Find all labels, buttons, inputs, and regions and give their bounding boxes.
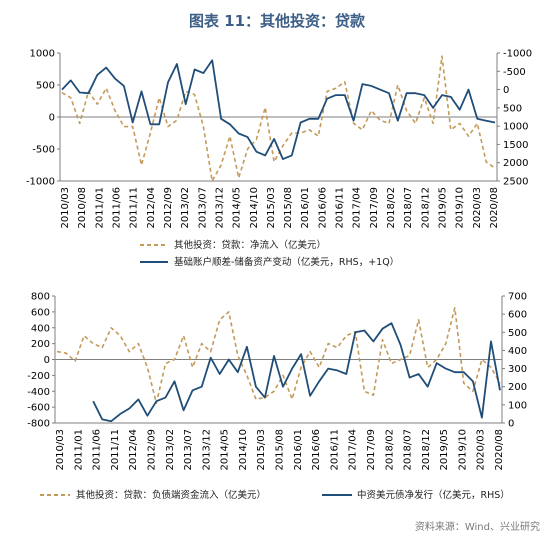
y-left-tick-label: -600 bbox=[27, 403, 50, 414]
y-right-tick-label: 500 bbox=[503, 103, 522, 114]
x-tick-label: 2015/08 bbox=[283, 187, 294, 229]
y-right-tick-label: 600 bbox=[508, 310, 527, 321]
figure-title: 图表 11：其他投资：贷款 bbox=[188, 12, 366, 30]
y-right-tick-label: 100 bbox=[508, 400, 527, 411]
x-tick-label: 2012/04 bbox=[146, 187, 157, 229]
x-tick-label: 2011/06 bbox=[92, 429, 103, 471]
x-tick-label: 2010/03 bbox=[60, 187, 71, 229]
y-left-tick-label: 600 bbox=[31, 307, 50, 318]
x-tick-label: 2013/12 bbox=[201, 429, 212, 471]
x-tick-label: 2013/07 bbox=[183, 429, 194, 471]
x-tick-label: 2017/09 bbox=[366, 429, 377, 471]
y-left-tick-label: 500 bbox=[36, 81, 55, 92]
y-right-tick-label: 500 bbox=[508, 328, 527, 339]
y-right-tick-label: 0 bbox=[508, 419, 514, 430]
x-tick-label: 2020/08 bbox=[494, 429, 505, 471]
legend-label-bottom-2: 中资美元债净发行（亿美元，RHS） bbox=[357, 489, 510, 501]
series-line-dashed bbox=[56, 307, 501, 404]
y-right-tick-label: 0 bbox=[503, 85, 509, 96]
x-tick-label: 2018/07 bbox=[403, 429, 414, 471]
x-tick-label: 2010/03 bbox=[55, 429, 66, 471]
legend-label-top-2: 基础账户顺差-储备资产变动（亿美元，RHS，+1Q） bbox=[174, 256, 399, 268]
y-left-tick-label: 200 bbox=[31, 339, 50, 350]
y-right-tick-label: 700 bbox=[508, 292, 527, 303]
x-tick-label: 2018/12 bbox=[420, 187, 431, 229]
y-right-tick-label: 2500 bbox=[503, 177, 528, 188]
x-tick-label: 2017/04 bbox=[352, 187, 363, 229]
series-line-solid bbox=[61, 59, 496, 160]
x-tick-label: 2012/09 bbox=[163, 187, 174, 229]
x-tick-label: 2011/11 bbox=[110, 429, 121, 471]
y-left-tick-label: 800 bbox=[31, 292, 50, 303]
x-tick-label: 2018/12 bbox=[421, 429, 432, 471]
source-note: 资料来源：Wind、兴业研究 bbox=[414, 522, 540, 533]
x-tick-label: 2010/08 bbox=[77, 187, 88, 229]
x-tick-label: 2016/01 bbox=[293, 429, 304, 471]
y-right-tick-label: 400 bbox=[508, 346, 527, 357]
y-left-tick-label: 400 bbox=[31, 323, 50, 334]
y-left-tick-label: -800 bbox=[27, 419, 50, 430]
y-left-tick-label: -500 bbox=[32, 145, 55, 156]
x-tick-label: 2020/08 bbox=[489, 187, 500, 229]
x-tick-label: 2018/07 bbox=[403, 187, 414, 229]
y-left-tick-label: 0 bbox=[44, 355, 50, 366]
x-tick-label: 2015/03 bbox=[256, 429, 267, 471]
legend-bottom: 其他投资：贷款：负债端资金流入（亿美元） 中资美元债净发行（亿美元，RHS） bbox=[40, 489, 510, 501]
x-tick-label: 2014/10 bbox=[238, 429, 249, 471]
x-tick-label: 2011/01 bbox=[73, 429, 84, 471]
x-tick-label: 2013/12 bbox=[214, 187, 225, 229]
x-tick-label: 2015/03 bbox=[266, 187, 277, 229]
x-tick-label: 2011/01 bbox=[94, 187, 105, 229]
y-right-tick-label: 2000 bbox=[503, 158, 528, 169]
y-left-tick-label: -200 bbox=[27, 371, 50, 382]
x-tick-label: 2020/03 bbox=[476, 429, 487, 471]
x-tick-label: 2019/05 bbox=[438, 187, 449, 229]
x-tick-label: 2016/01 bbox=[300, 187, 311, 229]
x-tick-label: 2019/10 bbox=[455, 187, 466, 229]
y-right-tick-label: -500 bbox=[503, 67, 526, 78]
x-tick-label: 2011/06 bbox=[111, 187, 122, 229]
x-tick-label: 2012/09 bbox=[146, 429, 157, 471]
x-tick-label: 2016/11 bbox=[335, 187, 346, 229]
y-right-tick-label: -1000 bbox=[503, 49, 532, 60]
x-tick-label: 2014/10 bbox=[249, 187, 260, 229]
y-right-tick-label: 200 bbox=[508, 382, 527, 393]
x-tick-label: 2018/02 bbox=[384, 429, 395, 471]
x-tick-label: 2016/06 bbox=[317, 187, 328, 229]
y-right-tick-label: 300 bbox=[508, 364, 527, 375]
legend-top: 其他投资：贷款：净流入（亿美元） 基础账户顺差-储备资产变动（亿美元，RHS，+… bbox=[140, 239, 399, 268]
y-right-tick-label: 1500 bbox=[503, 140, 528, 151]
x-tick-label: 2018/02 bbox=[386, 187, 397, 229]
x-tick-label: 2017/09 bbox=[369, 187, 380, 229]
legend-label-top-1: 其他投资：贷款：净流入（亿美元） bbox=[174, 239, 326, 251]
x-tick-label: 2015/08 bbox=[275, 429, 286, 471]
x-tick-label: 2019/10 bbox=[457, 429, 468, 471]
y-left-tick-label: 0 bbox=[49, 113, 55, 124]
x-tick-label: 2014/05 bbox=[220, 429, 231, 471]
x-tick-label: 2016/06 bbox=[311, 429, 322, 471]
legend-label-bottom-1: 其他投资：贷款：负债端资金流入（亿美元） bbox=[76, 489, 266, 501]
x-tick-label: 2016/11 bbox=[329, 429, 340, 471]
x-tick-label: 2014/05 bbox=[232, 187, 243, 229]
chart-top: 1000 500 0 -500 -1000 -1000 -500 0 500 1000 1500 20… bbox=[26, 49, 532, 229]
x-tick-label: 2013/02 bbox=[180, 187, 191, 229]
chart-bottom: 800 600 400 200 0 -200 -400 -600 -800 700 600 500 40… bbox=[27, 292, 527, 471]
x-tick-label: 2013/07 bbox=[197, 187, 208, 229]
x-tick-label: 2020/03 bbox=[472, 187, 483, 229]
series-line-dashed bbox=[61, 55, 496, 182]
y-right-tick-label: 1000 bbox=[503, 122, 528, 133]
x-tick-label: 2011/11 bbox=[129, 187, 140, 229]
series-line-solid bbox=[92, 322, 501, 423]
x-tick-label: 2019/05 bbox=[439, 429, 450, 471]
x-tick-label: 2012/04 bbox=[128, 429, 139, 471]
y-left-tick-label: -400 bbox=[27, 387, 50, 398]
x-tick-label: 2017/04 bbox=[348, 429, 359, 471]
y-left-tick-label: -1000 bbox=[26, 177, 55, 188]
y-left-tick-label: 1000 bbox=[30, 49, 55, 60]
x-tick-label: 2013/02 bbox=[165, 429, 176, 471]
